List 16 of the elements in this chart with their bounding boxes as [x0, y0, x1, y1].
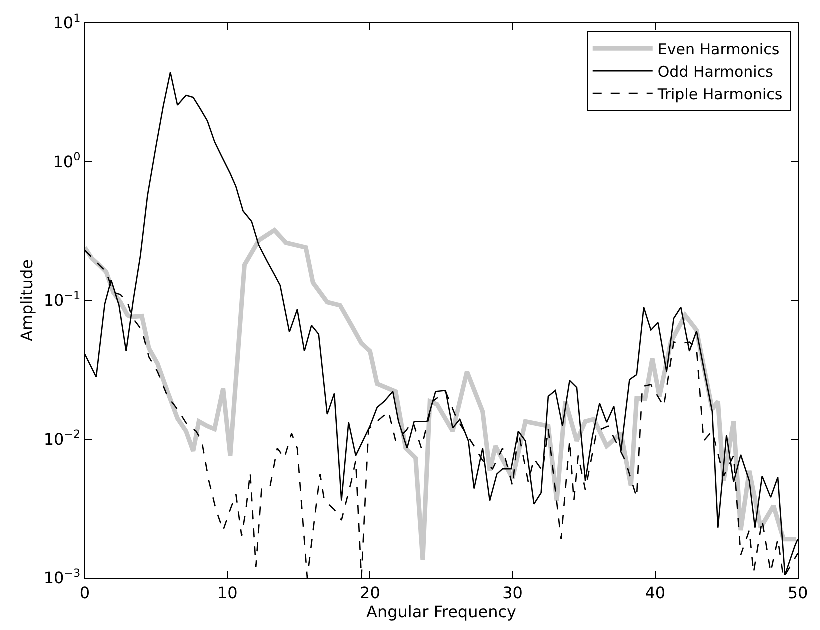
x-tick-label: 10: [217, 583, 238, 602]
y-tick-label: 10$^{−3}$: [44, 566, 81, 588]
y-tick-label: 10$^{1}$: [53, 12, 81, 33]
x-tick-label: 30: [502, 583, 523, 602]
legend-label: Triple Harmonics: [656, 85, 783, 104]
y-axis-title: Amplitude: [18, 260, 37, 342]
x-tick-label: 40: [645, 583, 666, 602]
y-tick-label: 10$^{−1}$: [44, 289, 81, 310]
y-tick-label: 10$^{0}$: [53, 150, 81, 172]
y-tick-label: 10$^{−2}$: [44, 428, 81, 449]
x-tick-label: 50: [788, 583, 808, 602]
legend-label: Odd Harmonics: [658, 62, 774, 81]
x-axis-title: Angular Frequency: [366, 602, 516, 622]
legend-label: Even Harmonics: [658, 40, 780, 58]
x-tick-label: 0: [80, 583, 90, 602]
x-tick-label: 20: [360, 583, 380, 602]
